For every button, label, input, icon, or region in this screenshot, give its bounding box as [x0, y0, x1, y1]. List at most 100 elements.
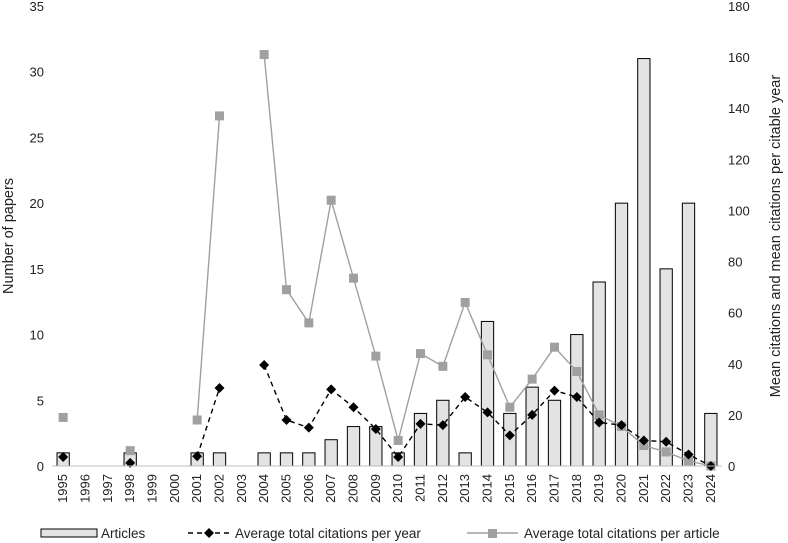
x-tick-label: 2015	[502, 474, 517, 503]
citations-per-year-point-1998	[125, 457, 136, 468]
x-tick-label: 2017	[547, 474, 562, 503]
legend-label-citations-per-year: Average total citations per year	[235, 526, 421, 541]
y-tick-label: 20	[30, 196, 44, 211]
citations-per-year-point-2022	[661, 436, 672, 447]
bar-2008	[346, 426, 361, 467]
citations-per-article-point-2007	[326, 195, 336, 205]
y2-tick-label: 0	[728, 459, 735, 474]
citations-per-article-point-2021	[639, 441, 649, 451]
x-tick-label: 2014	[480, 474, 495, 503]
bar-2019	[592, 281, 606, 467]
y2-tick-label: 140	[728, 101, 750, 116]
citations-per-article-point-2012	[438, 361, 448, 371]
x-tick-label: 2009	[368, 474, 383, 503]
citations-per-year-point-2011	[415, 418, 426, 429]
citations-per-year-point-2020	[616, 420, 627, 431]
x-tick-label: 2007	[323, 474, 338, 503]
y-tick-label: 0	[37, 459, 44, 474]
y2-tick-label: 80	[728, 255, 742, 270]
citations-per-article-point-2013	[460, 297, 470, 307]
legend-item-citations-per-article: Average total citations per article	[467, 526, 720, 541]
x-axis-ticks: 1995 1996 1997 1998 1999 2000 2001 2002 2003 2004…	[55, 474, 718, 503]
citations-per-year-point-2012	[437, 420, 448, 431]
y2-tick-label: 100	[728, 203, 750, 218]
bar-2005	[279, 452, 294, 467]
left-axis-ticks: 0 5 10 15 20 25 30 35	[30, 0, 44, 474]
x-tick-label: 2008	[346, 474, 361, 503]
citations-per-year-point-2009	[370, 423, 381, 434]
x-tick-label: 1997	[100, 474, 115, 503]
y2-tick-label: 120	[728, 152, 750, 167]
x-tick-label: 2022	[658, 474, 673, 503]
citations-per-article-point-2017	[550, 342, 559, 352]
x-tick-label: 2000	[167, 474, 182, 503]
citations-per-article-point-2014	[483, 350, 492, 360]
x-tick-label: 1996	[78, 474, 93, 503]
citations-per-year-point-2018	[571, 392, 582, 402]
x-tick-label: 2019	[591, 474, 606, 503]
citations-per-year-point-2014	[482, 407, 493, 418]
legend-item-citations-per-year: Average total citations per year	[188, 526, 421, 541]
x-tick-label: 2011	[413, 474, 428, 502]
x-tick-label: 2010	[390, 474, 405, 503]
y-tick-label: 30	[30, 65, 44, 80]
x-tick-label: 2002	[212, 474, 227, 503]
citations-per-year-point-2004	[259, 360, 270, 371]
legend: Articles Average total citations per yea…	[40, 526, 720, 541]
citations-per-article-point-1998	[125, 446, 135, 456]
bar-2021	[637, 58, 651, 467]
citations-per-year-line-2	[196, 387, 221, 457]
x-tick-label: 2012	[435, 474, 450, 503]
citations-per-year-point-2007	[326, 384, 337, 395]
citations-per-year-point-2005	[281, 415, 292, 425]
citations-per-article-point-2004	[259, 50, 269, 60]
right-axis-ticks: 0 20 40 60 80 100 120 140 160 180	[728, 0, 750, 474]
y-tick-label: 35	[30, 0, 44, 14]
x-tick-label: 2005	[279, 474, 294, 503]
citations-per-article-point-2010	[393, 435, 403, 445]
citations-per-article-line-2	[196, 115, 221, 421]
citations-per-year-point-2016	[527, 409, 538, 420]
bar-2022	[659, 268, 673, 467]
citations-per-year-point-1995	[58, 452, 69, 463]
article-bars	[56, 58, 718, 467]
x-tick-label: 1999	[145, 474, 160, 503]
citations-per-article-point-2023	[684, 456, 693, 466]
y2-tick-label: 160	[728, 50, 750, 65]
x-tick-label: 2021	[636, 474, 651, 503]
x-tick-label: 2013	[457, 474, 472, 503]
y2-tick-label: 20	[728, 408, 742, 423]
y-tick-label: 15	[30, 262, 44, 277]
bar-2012	[436, 399, 450, 467]
citation-markers	[58, 50, 716, 471]
bar-2004	[257, 452, 271, 467]
bar-2016	[525, 386, 539, 467]
y-tick-label: 10	[30, 328, 44, 343]
x-tick-label: 2016	[524, 474, 539, 503]
x-tick-label: 1995	[55, 474, 70, 503]
citations-per-article-point-2002	[215, 111, 224, 121]
x-tick-label: 2003	[234, 474, 249, 503]
citations-per-article-point-2009	[371, 351, 381, 361]
y2-tick-label: 60	[728, 306, 742, 321]
x-tick-label: 2006	[301, 474, 316, 503]
citations-per-article-point-2005	[282, 285, 291, 295]
citations-per-year-point-2006	[303, 422, 314, 433]
citations-per-article-point-2018	[572, 366, 582, 376]
y2-tick-label: 40	[728, 357, 742, 372]
y-tick-label: 25	[30, 130, 44, 145]
citations-per-article-point-2019	[594, 410, 604, 420]
bar-2006	[302, 452, 316, 467]
y2-axis-title: Mean citations and mean citations per ci…	[768, 75, 784, 398]
citations-per-year-point-2002	[214, 383, 225, 394]
legend-label-citations-per-article: Average total citations per article	[524, 526, 720, 541]
citations-per-article-point-1995	[58, 412, 68, 422]
x-tick-label: 2023	[681, 474, 696, 503]
citations-per-article-point-2001	[192, 415, 202, 425]
x-tick-label: 2018	[569, 474, 584, 503]
x-tick-label: 2001	[189, 474, 204, 503]
citation-lines	[196, 54, 712, 467]
y2-tick-label: 180	[728, 0, 750, 14]
legend-marker-square	[488, 529, 497, 538]
